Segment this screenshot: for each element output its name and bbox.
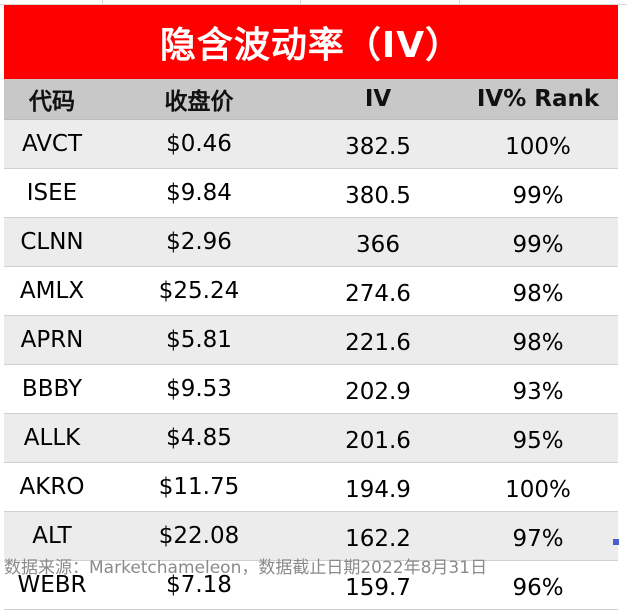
cell-iv: 221.6 (298, 315, 458, 365)
header-code: 代码 (4, 79, 100, 120)
cell-rank: 97% (458, 511, 618, 561)
cell-rank: 100% (458, 462, 618, 512)
table-row: ALLK $4.85 201.6 95% (4, 413, 618, 463)
iv-table: 代码 收盘价 IV IV% Rank AVCT $0.46 382.5 100%… (4, 79, 618, 610)
cell-iv: 201.6 (298, 413, 458, 463)
cell-code: AKRO (4, 462, 100, 512)
cell-rank: 93% (458, 364, 618, 414)
header-iv-rank: IV% Rank (458, 79, 618, 120)
top-gridline (0, 0, 627, 5)
fill-handle[interactable] (613, 539, 619, 545)
header-close: 收盘价 (100, 79, 298, 120)
table-row: BBBY $9.53 202.9 93% (4, 364, 618, 414)
cell-iv: 380.5 (298, 168, 458, 218)
header-row: 代码 收盘价 IV IV% Rank (4, 79, 618, 120)
cell-rank: 98% (458, 315, 618, 365)
cell-rank: 99% (458, 168, 618, 218)
cell-rank: 99% (458, 217, 618, 267)
cell-iv: 162.2 (298, 511, 458, 561)
cell-iv: 382.5 (298, 119, 458, 169)
cell-close: $11.75 (100, 462, 298, 512)
cell-close: $0.46 (100, 119, 298, 169)
cell-iv: 274.6 (298, 266, 458, 316)
table-row: AVCT $0.46 382.5 100% (4, 119, 618, 169)
cell-iv: 366 (298, 217, 458, 267)
header-iv: IV (298, 79, 458, 120)
table-row: ALT $22.08 162.2 97% (4, 511, 618, 561)
page-title: 隐含波动率（IV） (159, 25, 463, 66)
table-row: APRN $5.81 221.6 98% (4, 315, 618, 365)
cell-rank: 100% (458, 119, 618, 169)
table-row: CLNN $2.96 366 99% (4, 217, 618, 267)
cell-code: AVCT (4, 119, 100, 169)
cell-close: $22.08 (100, 511, 298, 561)
cell-close: $5.81 (100, 315, 298, 365)
cell-code: BBBY (4, 364, 100, 414)
table-row: ISEE $9.84 380.5 99% (4, 168, 618, 218)
cell-close: $2.96 (100, 217, 298, 267)
cell-close: $25.24 (100, 266, 298, 316)
table-row: AMLX $25.24 274.6 98% (4, 266, 618, 316)
table-row: AKRO $11.75 194.9 100% (4, 462, 618, 512)
title-banner: 隐含波动率（IV） (4, 5, 618, 79)
cell-close: $9.53 (100, 364, 298, 414)
cell-rank: 95% (458, 413, 618, 463)
cell-close: $9.84 (100, 168, 298, 218)
cell-iv: 194.9 (298, 462, 458, 512)
source-footnote: 数据来源：Marketchameleon，数据截止日期2022年8月31日 (4, 558, 488, 578)
cell-code: AMLX (4, 266, 100, 316)
cell-code: ALT (4, 511, 100, 561)
cell-iv: 202.9 (298, 364, 458, 414)
cell-code: APRN (4, 315, 100, 365)
cell-code: CLNN (4, 217, 100, 267)
cell-code: ALLK (4, 413, 100, 463)
cell-close: $4.85 (100, 413, 298, 463)
cell-rank: 98% (458, 266, 618, 316)
cell-code: ISEE (4, 168, 100, 218)
